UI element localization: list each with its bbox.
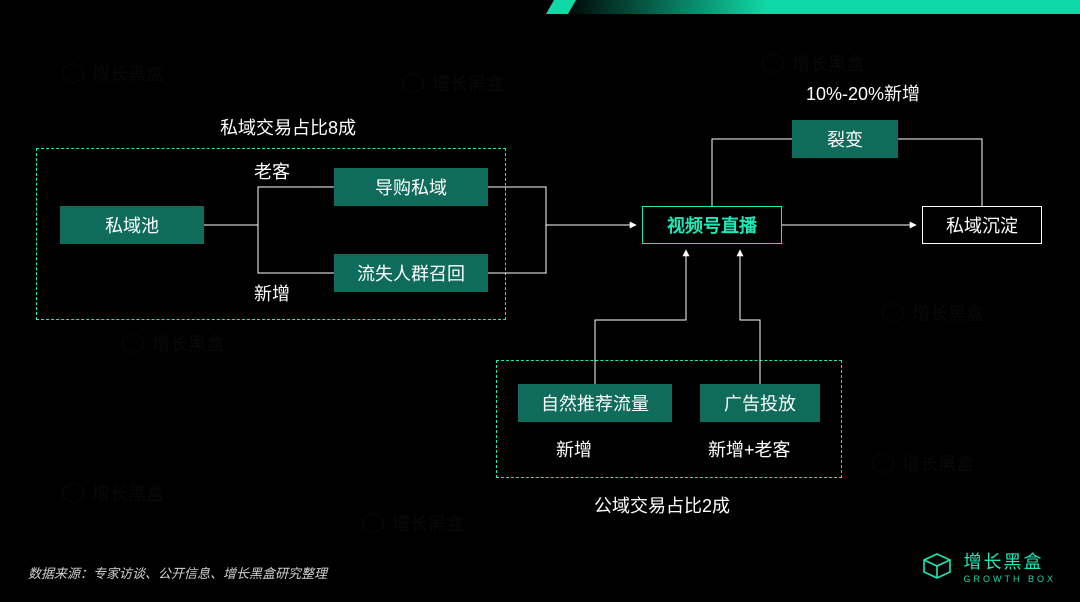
label-private-share: 私域交易占比8成 [220, 114, 356, 140]
node-label: 私域池 [105, 212, 159, 238]
label-new-1: 新增 [254, 280, 290, 306]
diagram-canvas: 私域池 导购私域 流失人群召回 视频号直播 裂变 私域沉淀 自然推荐流量 广告投… [0, 0, 1080, 602]
brand-name: 增长黑盒 [964, 548, 1057, 574]
edge-fission-to-settle [898, 139, 982, 206]
node-label: 视频号直播 [667, 212, 757, 238]
node-ad-placement: 广告投放 [700, 384, 820, 422]
node-label: 私域沉淀 [946, 212, 1018, 238]
brand-logo: 增长黑盒 GROWTH BOX [920, 548, 1057, 584]
edge-video-to-fission [712, 139, 792, 206]
node-label: 自然推荐流量 [541, 390, 649, 416]
node-private-pool: 私域池 [60, 206, 204, 244]
node-private-settle: 私域沉淀 [922, 206, 1042, 244]
node-label: 裂变 [827, 126, 863, 152]
brand-icon [920, 552, 954, 580]
label-new-2: 新增 [556, 436, 592, 462]
node-label: 广告投放 [724, 390, 796, 416]
node-video-live: 视频号直播 [642, 206, 782, 244]
label-new-growth-pct: 10%-20%新增 [806, 80, 920, 106]
node-guide-private: 导购私域 [334, 168, 488, 206]
node-fission: 裂变 [792, 120, 898, 158]
node-label: 流失人群召回 [357, 260, 465, 286]
label-old-customer: 老客 [254, 158, 290, 184]
brand-sub: GROWTH BOX [964, 574, 1057, 584]
footer-source: 数据来源：专家访谈、公开信息、增长黑盒研究整理 [28, 563, 327, 582]
node-organic-traffic: 自然推荐流量 [518, 384, 672, 422]
label-public-share: 公域交易占比2成 [594, 492, 730, 518]
node-label: 导购私域 [375, 174, 447, 200]
node-recall-lost: 流失人群召回 [334, 254, 488, 292]
label-new-plus-old: 新增+老客 [708, 436, 791, 462]
